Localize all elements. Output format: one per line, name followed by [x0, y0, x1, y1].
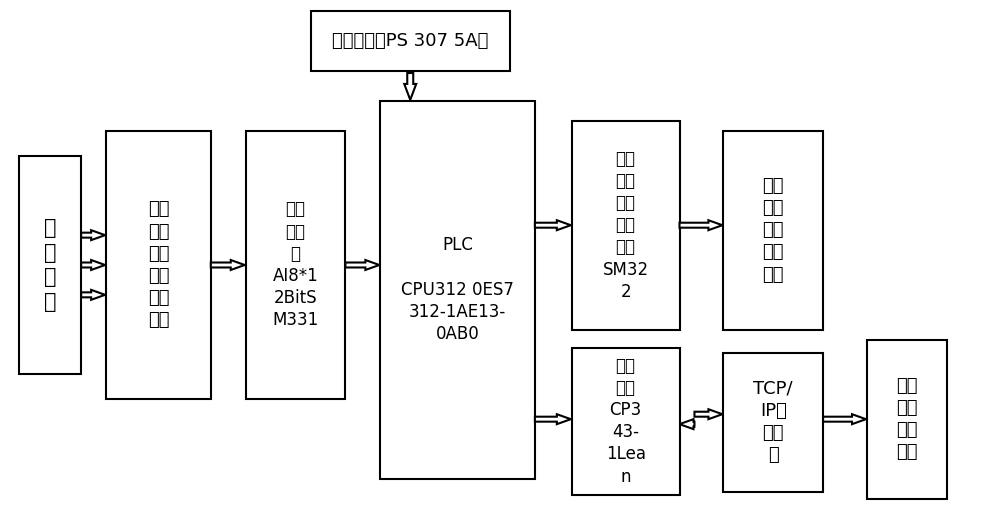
Polygon shape	[680, 220, 722, 230]
Text: TCP/
IP通
讯协
议: TCP/ IP通 讯协 议	[753, 380, 793, 465]
Text: 提升
电控
系统
安全
回路: 提升 电控 系统 安全 回路	[762, 177, 784, 284]
Bar	[106, 131, 211, 399]
Polygon shape	[823, 414, 866, 424]
Text: 振
动
信
号: 振 动 信 号	[44, 218, 57, 312]
Polygon shape	[404, 73, 416, 100]
Polygon shape	[81, 230, 105, 240]
Bar	[867, 340, 947, 499]
Polygon shape	[694, 409, 722, 419]
Bar	[246, 131, 345, 399]
Text: 模拟
量模
块
AI8*1
2BitS
M331: 模拟 量模 块 AI8*1 2BitS M331	[272, 201, 319, 329]
Polygon shape	[81, 260, 105, 270]
Bar	[723, 131, 823, 329]
Text: 电源模块（PS 307 5A）: 电源模块（PS 307 5A）	[332, 32, 488, 50]
Bar	[572, 347, 680, 495]
Bar	[572, 121, 680, 329]
Polygon shape	[345, 260, 379, 270]
Text: 监控
中心
微机
设备: 监控 中心 微机 设备	[896, 377, 918, 461]
Polygon shape	[211, 260, 245, 270]
Polygon shape	[680, 419, 694, 429]
Bar	[380, 101, 535, 479]
Text: PLC

CPU312 0ES7
312-1AE13-
0AB0: PLC CPU312 0ES7 312-1AE13- 0AB0	[401, 237, 514, 343]
Bar	[311, 11, 510, 71]
Polygon shape	[535, 220, 571, 230]
Text: 通讯
模块
CP3
43-
1Lea
n: 通讯 模块 CP3 43- 1Lea n	[606, 357, 646, 486]
Polygon shape	[535, 414, 571, 424]
Text: 数字
量继
电器
输出
模块
SM32
2: 数字 量继 电器 输出 模块 SM32 2	[603, 149, 649, 301]
Text: 振动
信号
调理
及其
变送
电路: 振动 信号 调理 及其 变送 电路	[148, 201, 169, 329]
Bar	[19, 156, 81, 374]
Bar	[723, 353, 823, 492]
Polygon shape	[81, 290, 105, 300]
